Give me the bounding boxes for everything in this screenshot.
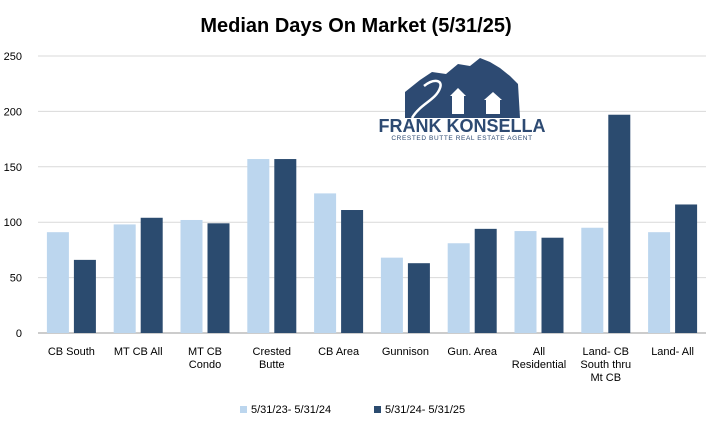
legend-label: 5/31/23- 5/31/24 bbox=[251, 404, 331, 416]
y-tick-label: 150 bbox=[4, 162, 22, 174]
building-roof-icon bbox=[450, 88, 466, 96]
legend: 5/31/23- 5/31/24 5/31/24- 5/31/25 bbox=[240, 404, 465, 416]
chart-title: Median Days On Market (5/31/25) bbox=[200, 15, 511, 37]
bar-2 bbox=[474, 228, 497, 333]
bar-2 bbox=[608, 114, 631, 333]
x-category-label: MT CB All bbox=[114, 346, 163, 358]
bar-2 bbox=[407, 263, 430, 333]
church-roof-icon bbox=[484, 92, 502, 100]
bar-2 bbox=[73, 259, 96, 333]
bars bbox=[46, 114, 698, 333]
x-category-label: MT CB Condo bbox=[188, 346, 222, 371]
legend-label: 5/31/24- 5/31/25 bbox=[385, 404, 465, 416]
logo-tagline: CRESTED BUTTE REAL ESTATE AGENT bbox=[391, 135, 532, 142]
church-icon bbox=[486, 100, 500, 114]
x-category-label: All Residential bbox=[512, 346, 566, 371]
x-category-label: Land- All bbox=[651, 346, 694, 358]
bar-2 bbox=[274, 159, 297, 333]
y-tick-label: 50 bbox=[10, 273, 22, 285]
bar-2 bbox=[341, 210, 364, 333]
x-category-label: Crested Butte bbox=[253, 346, 292, 371]
frank-konsella-logo: FRANK KONSELLA CRESTED BUTTE REAL ESTATE… bbox=[379, 58, 546, 142]
x-axis-categories: CB South MT CB All MT CB Condo Crested Butte C… bbox=[48, 346, 694, 384]
y-tick-label: 200 bbox=[4, 106, 22, 118]
bar-1 bbox=[314, 193, 337, 333]
road-swoosh-icon bbox=[410, 79, 442, 119]
building-icon bbox=[452, 96, 464, 114]
bar-1 bbox=[581, 227, 604, 333]
x-category-label: Gun. Area bbox=[447, 346, 497, 358]
y-tick-label: 250 bbox=[4, 51, 22, 63]
y-axis-ticks: 0 50 100 150 200 250 bbox=[4, 51, 22, 340]
legend-swatch bbox=[240, 406, 247, 413]
bar-2 bbox=[140, 217, 163, 333]
bar-1 bbox=[113, 224, 136, 333]
bar-1 bbox=[46, 232, 69, 333]
bar-1 bbox=[180, 219, 203, 333]
legend-swatch bbox=[374, 406, 381, 413]
bar-1 bbox=[447, 243, 470, 333]
bar-1 bbox=[648, 232, 671, 333]
y-tick-label: 100 bbox=[4, 217, 22, 229]
bar-1 bbox=[380, 257, 403, 333]
y-tick-label: 0 bbox=[16, 328, 22, 340]
logo-name: FRANK KONSELLA bbox=[379, 116, 546, 136]
gridlines bbox=[38, 55, 706, 334]
bar-1 bbox=[514, 231, 537, 333]
x-category-label: CB South bbox=[48, 346, 95, 358]
x-category-label: CB Area bbox=[318, 346, 360, 358]
bar-2 bbox=[675, 204, 698, 333]
bar-2 bbox=[541, 237, 564, 333]
x-category-label: Gunnison bbox=[382, 346, 429, 358]
bar-2 bbox=[207, 223, 230, 333]
x-category-label: Land- CB South thru Mt CB bbox=[580, 346, 631, 384]
bar-1 bbox=[247, 159, 270, 333]
